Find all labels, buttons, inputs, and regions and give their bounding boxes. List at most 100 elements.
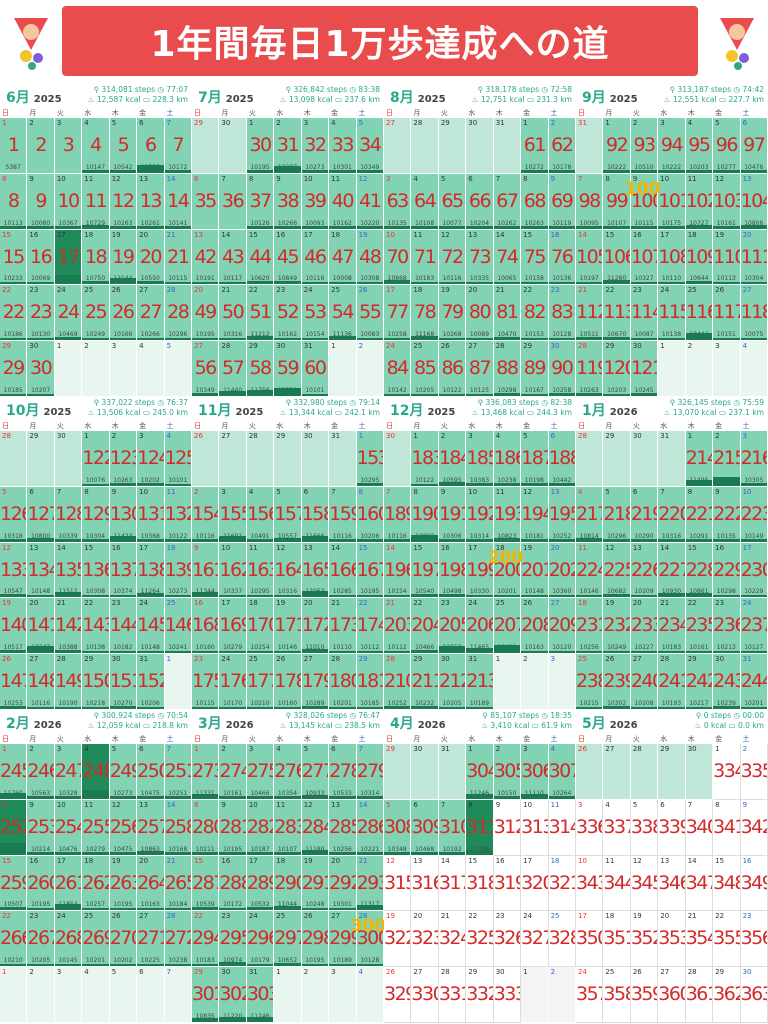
day-cell[interactable]: 218410595 — [438, 431, 467, 487]
day-cell[interactable]: 812910304 — [82, 486, 110, 543]
day-cell[interactable]: 15 15 10233 — [0, 229, 28, 286]
day-cell[interactable]: 1516710195 — [356, 542, 384, 599]
day-cell[interactable]: 225111212 — [246, 285, 275, 342]
day-cell[interactable]: 2511612444 — [685, 285, 714, 342]
day-cell[interactable]: 2915010218 — [82, 654, 110, 710]
day-cell[interactable]: 5 65 10077 — [438, 173, 467, 230]
day-cell[interactable]: 1210310161 — [713, 173, 741, 230]
day-cell[interactable]: 1911010113 — [713, 229, 741, 286]
day-cell[interactable]: 3015110270 — [109, 654, 138, 710]
day-cell[interactable]: 2818010201 — [329, 654, 357, 710]
day-cell[interactable]: 118310122 — [411, 431, 439, 487]
day-cell[interactable]: 1416610285 — [329, 542, 357, 599]
day-cell[interactable]: 1914010517 — [0, 598, 28, 655]
day-cell[interactable]: 11 40 10162 — [329, 173, 357, 230]
day-cell[interactable]: 2614710253 — [0, 654, 28, 710]
day-cell[interactable]: 2423710127 — [740, 598, 768, 655]
day-cell[interactable]: 1013110368 — [137, 486, 165, 543]
day-cell[interactable]: 14 74 10065 — [493, 229, 522, 286]
day-cell[interactable]: 10 70 10868 — [384, 229, 412, 286]
day-cell[interactable]: 1310410806 — [740, 173, 768, 230]
day-cell[interactable]: 630910468 — [411, 799, 439, 856]
day-cell[interactable]: 1113210122 — [164, 486, 192, 543]
day-cell[interactable]: 712810339 — [54, 486, 83, 543]
day-cell[interactable]: 26 — [576, 744, 604, 800]
day-cell[interactable]: 1413511512 — [54, 542, 83, 599]
day-cell[interactable]: 12 41 10220 — [356, 173, 384, 230]
day-cell[interactable]: 20 80 10089 — [466, 285, 494, 342]
day-cell[interactable]: 825215374 — [0, 799, 28, 856]
day-cell[interactable]: 255411136 — [329, 285, 357, 342]
day-cell[interactable]: 2827210238 — [164, 911, 192, 968]
day-cell[interactable]: 318510383 — [466, 431, 494, 487]
day-cell[interactable]: 30 — [411, 744, 439, 800]
day-cell[interactable]: 2326710205 — [27, 911, 55, 968]
day-cell[interactable]: 731010192 — [438, 799, 467, 856]
day-cell[interactable]: 23356 — [740, 911, 768, 968]
day-cell[interactable]: 221512928 — [713, 431, 741, 487]
day-cell[interactable]: 23 52 10162 — [274, 285, 302, 342]
day-cell[interactable]: 1610710327 — [630, 229, 659, 286]
day-cell[interactable]: 427610354 — [274, 744, 302, 800]
day-cell[interactable]: 4 64 10108 — [411, 173, 439, 230]
day-cell[interactable]: 1422710930 — [658, 542, 686, 599]
day-cell[interactable]: 9 9 10080 — [27, 173, 55, 230]
day-cell[interactable]: 5 5 10542 — [109, 118, 138, 174]
day-cell[interactable]: 17320 — [521, 855, 549, 912]
day-cell[interactable]: 3024310239 — [713, 654, 741, 710]
day-cell[interactable]: 2 62 10178 — [548, 118, 576, 174]
day-cell[interactable]: 10 10 10367 — [54, 173, 83, 230]
day-cell[interactable]: 11314 — [548, 799, 576, 856]
day-cell[interactable]: 7 — [164, 967, 192, 1023]
day-cell[interactable]: 16 16 10069 — [27, 229, 55, 286]
day-cell[interactable]: 1710810110 — [658, 229, 686, 286]
day-cell[interactable]: 24327 — [521, 911, 549, 968]
day-cell[interactable]: 3130311246 — [246, 967, 275, 1023]
day-cell[interactable]: 1128310107 — [274, 799, 302, 856]
day-cell[interactable]: 121411495 — [685, 431, 714, 487]
day-cell[interactable]: 625010475 — [137, 744, 165, 800]
day-cell[interactable]: 1428610221 — [356, 799, 384, 856]
day-cell[interactable]: 2026410163 — [137, 855, 165, 912]
day-cell[interactable]: 187811168 — [411, 285, 439, 342]
day-cell[interactable]: 1723010229 — [740, 542, 768, 599]
day-cell[interactable]: 2 — [301, 967, 330, 1023]
day-cell[interactable]: 2411510138 — [658, 285, 686, 342]
day-cell[interactable]: 3 63 10135 — [384, 173, 412, 230]
day-cell[interactable]: 24 84 10142 — [384, 341, 412, 397]
day-cell[interactable]: 5 — [164, 341, 192, 397]
day-cell[interactable]: 1917110146 — [274, 598, 302, 655]
day-cell[interactable]: 8 68 10263 — [521, 173, 549, 230]
day-cell[interactable]: 2724010208 — [630, 654, 659, 710]
day-cell[interactable]: 12 12 10263 — [109, 173, 138, 230]
day-cell[interactable]: 1319510252 — [548, 486, 576, 543]
day-cell[interactable]: 5338 — [630, 799, 659, 856]
day-cell[interactable]: 916111344 — [192, 542, 220, 599]
day-cell[interactable]: 9 69 10119 — [548, 173, 576, 230]
day-cell[interactable]: 1522810861 — [685, 542, 714, 599]
day-cell[interactable]: 524910273 — [109, 744, 138, 800]
day-cell[interactable]: 191912144 — [109, 229, 138, 286]
day-cell[interactable]: 12315 — [384, 855, 412, 912]
day-cell[interactable]: 30363 — [740, 967, 768, 1023]
day-cell[interactable]: 3012110245 — [630, 341, 659, 397]
day-cell[interactable]: 2921110232 — [411, 654, 439, 710]
day-cell[interactable]: 2220410466 — [411, 598, 439, 655]
day-cell[interactable]: 2727110225 — [137, 911, 165, 968]
day-cell[interactable]: 21 81 10470 — [493, 285, 522, 342]
day-cell[interactable]: 627810533 — [329, 744, 357, 800]
day-cell[interactable]: 27 27 10266 — [137, 285, 165, 342]
day-cell[interactable]: 28361 — [685, 967, 714, 1023]
day-cell[interactable]: 1 — [0, 967, 28, 1023]
day-cell[interactable]: 1726111854 — [54, 855, 83, 912]
day-cell[interactable]: 2 93 10510 — [630, 118, 659, 174]
day-cell[interactable]: 15 75 10158 — [521, 229, 549, 286]
day-cell[interactable]: 2729910189 — [329, 911, 357, 968]
day-cell[interactable]: 727910314 — [356, 744, 384, 800]
day-cell[interactable]: 2217410112 — [356, 598, 384, 655]
day-cell[interactable]: 315511601 — [219, 486, 247, 543]
day-cell[interactable]: 1 1 5387 — [0, 118, 28, 174]
day-cell[interactable]: 22 22 10186 — [0, 285, 28, 342]
